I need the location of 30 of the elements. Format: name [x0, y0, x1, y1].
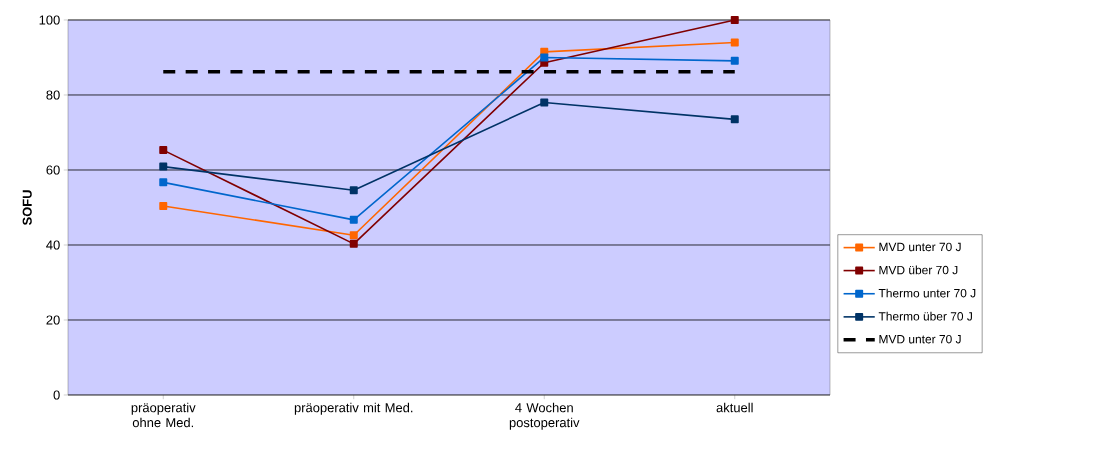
y-tick-label: 20 [46, 315, 60, 325]
x-tick-label: 4 Wochen postoperativ [509, 402, 580, 430]
point [730, 15, 739, 24]
y-tick-label: 40 [46, 240, 60, 250]
point [730, 56, 739, 65]
y-axis-title: SOFU [22, 190, 32, 226]
point [349, 215, 358, 224]
x-tick-label: präoperativ ohne Med. [131, 402, 196, 428]
y-tick-label: 100 [39, 15, 60, 25]
legend-label: Thermo über 70 J [878, 311, 972, 321]
legend-label: MVD unter 70 J [879, 334, 961, 344]
y-tick-label: 80 [46, 90, 60, 100]
point [159, 146, 168, 155]
point [540, 53, 549, 62]
y-tick-label: 60 [46, 165, 60, 175]
x-tick-label: präoperativ mit Med. [294, 402, 413, 415]
point [349, 186, 358, 195]
legend-label: Thermo unter 70 J [878, 288, 976, 298]
point [730, 115, 739, 124]
point [159, 201, 168, 210]
point [159, 162, 168, 171]
legend-label: MVD unter 70 J [879, 242, 961, 252]
point [159, 178, 168, 187]
y-tick-label: 0 [53, 390, 60, 400]
point [349, 231, 358, 240]
point [730, 38, 739, 47]
point [349, 239, 358, 248]
x-tick-label: aktuell [716, 402, 753, 413]
legend-label: MVD über 70 J [879, 265, 958, 275]
point [540, 98, 549, 107]
